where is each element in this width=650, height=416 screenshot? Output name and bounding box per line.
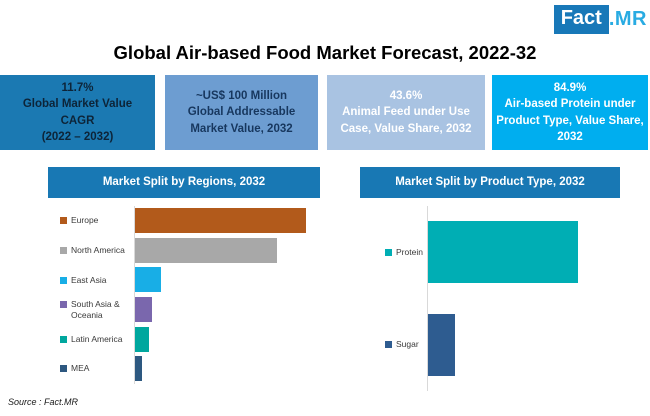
legend-swatch-icon xyxy=(60,365,67,373)
logo-fact-mark: Fact xyxy=(553,5,609,34)
bar-track xyxy=(134,324,320,354)
bar-track xyxy=(134,353,320,384)
stat-line: Global Addressable xyxy=(187,106,296,119)
stat-line: 2032 xyxy=(557,130,583,143)
bar-protein xyxy=(428,221,578,284)
stat-line: Air-based Protein under xyxy=(504,98,636,111)
bar-sugar xyxy=(428,313,455,376)
stat-line: 43.6% xyxy=(389,90,423,102)
legend-swatch-icon xyxy=(60,276,67,284)
legend-item-latin-america: Latin America xyxy=(60,334,134,345)
stat-line: (2022 – 2032) xyxy=(41,130,114,143)
legend-item-protein: Protein xyxy=(385,247,427,258)
bar-track xyxy=(134,294,320,325)
chart-row-europe: Europe xyxy=(60,206,320,236)
stat-line: ~US$ 100 Million xyxy=(195,90,288,102)
stat-line: CAGR xyxy=(60,114,95,127)
regions-chart-title: Market Split by Regions, 2032 xyxy=(48,167,320,198)
bar-track xyxy=(427,298,640,391)
legend-label: Protein xyxy=(396,246,423,257)
legend-label: East Asia xyxy=(71,274,107,285)
stat-box-market-value-cagr: 11.7% Global Market Value CAGR (2022 – 2… xyxy=(0,75,155,150)
legend-swatch-icon xyxy=(385,341,392,349)
stat-line: Product Type, Value Share, xyxy=(496,114,644,127)
stat-box-addressable-market: ~US$ 100 Million Global Addressable Mark… xyxy=(165,75,318,150)
regions-chart-plot: Europe North America East Asia South Asia &… xyxy=(48,206,320,384)
legend-item-mea: MEA xyxy=(60,363,134,374)
bar-track xyxy=(427,206,640,299)
bar-europe xyxy=(135,208,307,234)
legend-swatch-icon xyxy=(60,247,67,255)
source-note: Source : Fact.MR xyxy=(8,397,79,407)
legend-label: MEA xyxy=(71,363,90,374)
bar-track xyxy=(134,265,320,295)
legend-swatch-icon xyxy=(385,248,392,256)
legend-label: Europe xyxy=(71,215,99,226)
stat-box-animal-feed-share: 43.6% Animal Feed under Use Case, Value … xyxy=(327,75,485,150)
stat-line: 84.9% xyxy=(553,81,587,94)
page-title: Global Air-based Food Market Forecast, 2… xyxy=(113,42,537,63)
legend-item-europe: Europe xyxy=(60,215,134,226)
stat-line: Market Value, 2032 xyxy=(190,122,293,135)
legend-item-north-america: North America xyxy=(60,245,134,256)
product-type-chart-plot: Protein Sugar xyxy=(360,206,640,391)
legend-label: South Asia & Oceania xyxy=(71,298,120,320)
bar-track xyxy=(134,235,320,266)
legend-label: Sugar xyxy=(396,339,419,350)
stat-line: Animal Feed under Use xyxy=(342,106,470,119)
stat-line: Global Market Value xyxy=(22,98,133,111)
legend-swatch-icon xyxy=(60,335,67,343)
legend-item-south-asia-oceania: South Asia & Oceania xyxy=(60,299,134,320)
regions-chart: Market Split by Regions, 2032 Europe Nort… xyxy=(48,167,320,384)
chart-row-sugar: Sugar xyxy=(385,298,640,391)
product-type-chart: Market Split by Product Type, 2032 Prote… xyxy=(360,167,640,391)
stat-box-protein-share: 84.9% Air-based Protein under Product Ty… xyxy=(492,75,648,150)
legend-label: North America xyxy=(71,245,125,256)
stat-line: 11.7% xyxy=(61,81,94,94)
chart-row-mea: MEA xyxy=(60,353,320,384)
legend-swatch-icon xyxy=(60,217,67,225)
bar-south-asia-oceania xyxy=(135,297,153,323)
bar-latin-america xyxy=(135,326,149,352)
chart-row-north-america: North America xyxy=(60,235,320,266)
factmr-logo: Fact .MR xyxy=(553,5,647,34)
legend-item-sugar: Sugar xyxy=(385,339,427,350)
logo-mr-mark: .MR xyxy=(608,8,647,30)
product-type-chart-title: Market Split by Product Type, 2032 xyxy=(360,167,620,198)
legend-label: Latin America xyxy=(71,333,123,344)
bar-track xyxy=(134,206,320,236)
bar-mea xyxy=(135,356,142,382)
bar-north-america xyxy=(135,237,278,263)
legend-item-east-asia: East Asia xyxy=(60,275,134,286)
legend-swatch-icon xyxy=(60,300,67,308)
chart-row-protein: Protein xyxy=(385,206,640,299)
chart-row-south-asia-oceania: South Asia & Oceania xyxy=(60,294,320,325)
chart-row-latin-america: Latin America xyxy=(60,324,320,354)
chart-row-east-asia: East Asia xyxy=(60,265,320,295)
stat-boxes-row: 11.7% Global Market Value CAGR (2022 – 2… xyxy=(0,75,650,150)
stat-line: Case, Value Share, 2032 xyxy=(340,122,472,135)
bar-east-asia xyxy=(135,267,161,293)
